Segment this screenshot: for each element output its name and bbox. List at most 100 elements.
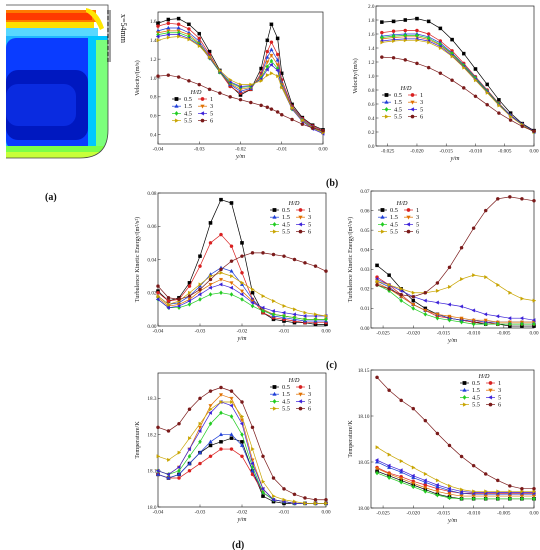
data-point: [229, 432, 234, 436]
legend-label: 5: [416, 221, 419, 228]
data-point: [532, 321, 536, 327]
legend-label: 4.5: [282, 221, 290, 228]
data-point: [259, 103, 263, 108]
x-tick-label: -0.04: [153, 510, 164, 516]
legend-title: H/D: [399, 85, 411, 92]
legend-label: 1: [308, 384, 311, 391]
data-point: [279, 113, 284, 117]
y-tick-label: 18.0: [147, 505, 156, 511]
x-tick-label: -0.020: [407, 511, 421, 517]
legend-label: 1.5: [472, 387, 480, 394]
legend-marker: [272, 385, 277, 389]
data-point: [508, 321, 512, 327]
data-point: [415, 28, 419, 33]
legend-label: 1: [416, 207, 419, 214]
data-point: [426, 19, 431, 24]
series-1: [156, 232, 328, 325]
data-point: [447, 265, 452, 270]
data-point: [520, 124, 525, 129]
y-tick-label: 1.6: [368, 32, 375, 38]
data-point: [240, 254, 244, 258]
data-point: [208, 443, 213, 448]
data-point: [219, 290, 223, 296]
data-point: [239, 443, 245, 447]
y-tick-label: 0.08: [147, 191, 156, 197]
data-point: [177, 468, 181, 474]
data-point: [275, 63, 280, 68]
data-point: [473, 94, 478, 99]
series-5.5: [375, 273, 537, 303]
legend-marker: [298, 208, 303, 212]
data-point: [391, 29, 396, 33]
legend-marker: [384, 93, 389, 97]
data-point: [275, 68, 280, 73]
plot-frame: [370, 369, 535, 509]
y-tick-label: 1.2: [150, 57, 157, 63]
y-tick-label: 1.4: [368, 46, 375, 52]
data-point: [239, 289, 245, 294]
legend-label: 3: [210, 103, 213, 110]
data-point: [240, 241, 244, 245]
data-point: [532, 489, 537, 494]
data-point: [459, 496, 464, 502]
data-point: [261, 308, 265, 314]
legend-label: 0.5: [390, 207, 398, 214]
plot-frame: [375, 5, 535, 147]
data-point: [450, 78, 454, 82]
data-point: [438, 45, 443, 51]
x-tick-label: -0.04: [153, 329, 164, 335]
data-point: [411, 298, 416, 303]
series-3: [375, 467, 537, 499]
data-point: [219, 270, 224, 275]
data-point: [375, 375, 379, 380]
data-point: [403, 58, 408, 62]
data-point: [292, 257, 297, 262]
chart-d-right: -0.025 -0.020 -0.015 -0.010 -0.005 0.00 18.00 1…: [347, 368, 539, 524]
series-3: [155, 29, 326, 135]
data-point: [230, 399, 234, 404]
data-point: [531, 494, 537, 499]
data-point: [459, 316, 464, 321]
data-point: [387, 452, 392, 457]
data-point: [187, 299, 191, 304]
data-point: [166, 32, 170, 37]
data-point: [208, 410, 212, 415]
data-point: [399, 477, 404, 481]
data-point: [447, 314, 452, 319]
data-point: [280, 85, 284, 90]
data-point: [156, 38, 161, 43]
data-point: [208, 277, 213, 282]
data-point: [197, 292, 202, 297]
x-tick-label: -0.03: [194, 147, 205, 153]
data-point: [483, 496, 488, 502]
data-point: [156, 454, 161, 459]
y-axis-label: Turbulence Kinetic Energy/(m²/s²): [134, 217, 141, 303]
data-point: [166, 35, 171, 40]
data-point: [229, 281, 234, 286]
data-point: [176, 304, 181, 309]
data-point: [207, 87, 212, 92]
data-point: [324, 269, 328, 273]
series-3: [155, 393, 329, 506]
data-point: [532, 486, 536, 491]
data-point: [321, 129, 325, 133]
data-point: [166, 17, 171, 22]
legend-marker: [200, 118, 205, 123]
legend-label: 0.5: [184, 96, 192, 103]
legend-marker: [384, 114, 389, 119]
data-point: [380, 55, 384, 59]
legend-marker: [380, 221, 385, 227]
data-point: [472, 273, 476, 278]
data-point: [177, 476, 181, 480]
series-line: [381, 33, 535, 132]
legend-marker: [174, 103, 179, 108]
data-point: [167, 457, 171, 462]
series-line: [381, 18, 535, 131]
chart-b-left: -0.04 -0.03 -0.02 -0.01 0.00 0.4 0.6 0.8 1.0 1.2 1…: [134, 11, 328, 160]
legend-label: 1: [420, 92, 423, 99]
legend-marker: [272, 391, 277, 396]
data-point: [166, 429, 171, 433]
data-point: [423, 311, 428, 317]
data-point: [156, 74, 160, 78]
legend-marker: [380, 214, 385, 219]
